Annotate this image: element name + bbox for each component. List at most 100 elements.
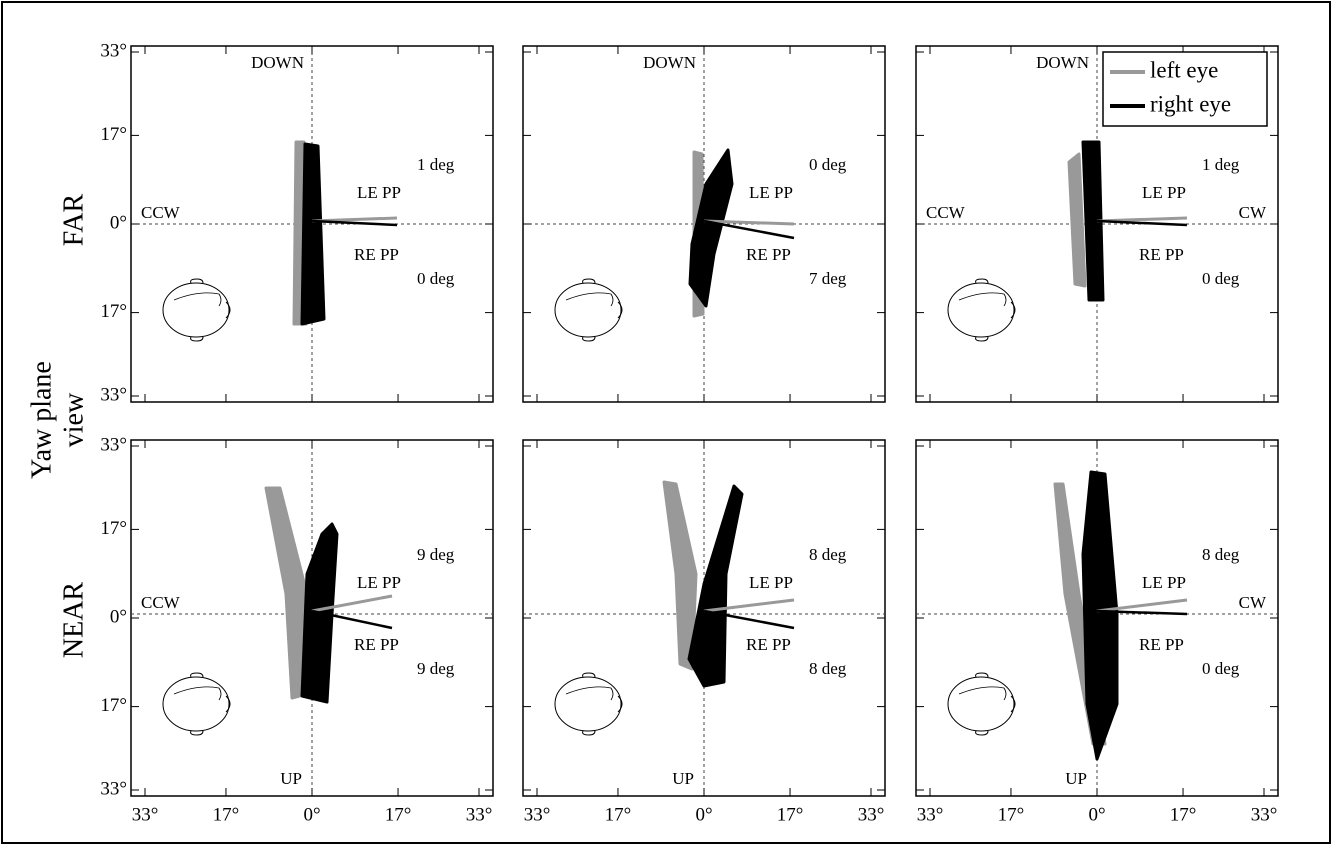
pp-label: RE PP — [746, 635, 791, 654]
pp-label: RE PP — [746, 245, 791, 264]
x-tick-label: 17° — [605, 804, 632, 825]
right-eye-trace — [1081, 470, 1119, 761]
x-tick-label: 17° — [777, 804, 804, 825]
head-icon — [975, 278, 989, 342]
y-tick-label: 17° — [100, 124, 127, 145]
direction-label: DOWN — [643, 53, 696, 72]
re-pp-line — [703, 219, 795, 240]
head-icon — [554, 282, 622, 338]
angle-label: 8 deg — [809, 545, 847, 564]
head-icon — [617, 695, 623, 713]
angle-label: 9 deg — [417, 545, 455, 564]
re-pp-line — [1096, 609, 1188, 616]
pp-label: LE PP — [1142, 183, 1186, 202]
y-tick-label: 33° — [100, 40, 127, 61]
x-tick-label: 17° — [998, 804, 1025, 825]
y-tick-label: 17° — [100, 301, 127, 322]
angle-label: 7 deg — [809, 269, 847, 288]
head-icon — [582, 672, 596, 736]
y-tick-label: 17° — [100, 695, 127, 716]
panel: DOWN LE PP RE PP 0 deg 7 deg — [522, 45, 886, 403]
direction-label: UP — [1065, 769, 1087, 788]
right-eye-trace — [688, 148, 734, 308]
head-icon — [162, 282, 230, 338]
head-icon — [554, 676, 622, 732]
direction-label: CW — [1239, 203, 1267, 222]
right-eye-trace — [300, 142, 326, 326]
left-eye-trace — [1067, 152, 1087, 288]
pp-label: RE PP — [1139, 245, 1184, 264]
re-pp-line — [703, 609, 795, 630]
re-pp-line — [311, 609, 393, 630]
row-label: FAR — [58, 193, 89, 246]
head-icon — [565, 686, 614, 701]
y-tick-label: 17° — [100, 518, 127, 539]
x-tick-label: 33° — [1251, 804, 1278, 825]
head-icon — [162, 676, 230, 732]
head-icon — [1010, 695, 1016, 713]
x-tick-label: 0° — [695, 804, 712, 825]
head-icon — [190, 672, 204, 736]
x-tick-label: 0° — [303, 804, 320, 825]
row-label: NEAR — [58, 582, 89, 659]
angle-label: 0 deg — [417, 269, 455, 288]
head-icon — [617, 301, 623, 319]
legend-box — [1102, 51, 1268, 127]
direction-label: CW — [1239, 593, 1267, 612]
x-tick-label: 17° — [1170, 804, 1197, 825]
le-pp-line — [703, 219, 795, 226]
y-tick-label: 33° — [100, 434, 127, 455]
panel: 33° 17° 0° 17° 33° UP LE PP RE PP 8 deg 8 deg — [522, 439, 886, 825]
panel: DOWN CCW CW LE PP RE PP 1 deg 0 deg — [915, 45, 1279, 403]
head-icon — [947, 282, 1015, 338]
panel: 33° 17° 0° 17° 33° DOWN CCW LE PP RE PP 1 deg 0 de… — [100, 40, 494, 405]
head-icon — [947, 676, 1015, 732]
pp-label: RE PP — [354, 245, 399, 264]
angle-label: 0 deg — [1202, 269, 1240, 288]
direction-label: DOWN — [251, 53, 304, 72]
direction-label: CCW — [141, 593, 181, 612]
x-tick-label: 17° — [213, 804, 240, 825]
le-pp-line — [1096, 598, 1188, 613]
y-tick-label: 0° — [110, 606, 127, 627]
pp-label: LE PP — [357, 573, 401, 592]
angle-label: 1 deg — [1202, 155, 1240, 174]
head-icon — [225, 301, 231, 319]
head-icon — [565, 292, 614, 307]
pp-label: RE PP — [1139, 635, 1184, 654]
angle-label: 8 deg — [809, 659, 847, 678]
head-icon — [173, 292, 222, 307]
x-tick-label: 33° — [858, 804, 885, 825]
head-icon — [958, 292, 1007, 307]
left-eye-trace — [264, 486, 309, 700]
x-tick-label: 33° — [524, 804, 551, 825]
x-tick-label: 33° — [917, 804, 944, 825]
x-tick-label: 33° — [466, 804, 493, 825]
right-eye-trace — [687, 484, 744, 688]
y-title: view — [58, 392, 89, 447]
y-tick-label: 33° — [100, 384, 127, 405]
le-pp-line — [311, 594, 393, 613]
y-title: Yaw plane — [26, 361, 57, 479]
legend: left eye right eye — [1102, 51, 1268, 127]
angle-label: 0 deg — [809, 155, 847, 174]
pp-label: LE PP — [357, 183, 401, 202]
head-icon — [190, 278, 204, 342]
pp-label: LE PP — [749, 183, 793, 202]
y-tick-label: 0° — [110, 212, 127, 233]
head-icon — [225, 695, 231, 713]
head-icon — [173, 686, 222, 701]
direction-label: CCW — [141, 203, 181, 222]
re-pp-line — [1096, 219, 1188, 227]
angle-label: 0 deg — [1202, 659, 1240, 678]
y-tick-label: 33° — [100, 778, 127, 799]
pp-label: LE PP — [749, 573, 793, 592]
angle-label: 1 deg — [417, 155, 455, 174]
left-eye-trace — [662, 480, 698, 671]
head-icon — [958, 686, 1007, 701]
angle-label: 9 deg — [417, 659, 455, 678]
pp-label: LE PP — [1142, 573, 1186, 592]
angle-label: 8 deg — [1202, 545, 1240, 564]
right-eye-trace — [1081, 140, 1105, 302]
